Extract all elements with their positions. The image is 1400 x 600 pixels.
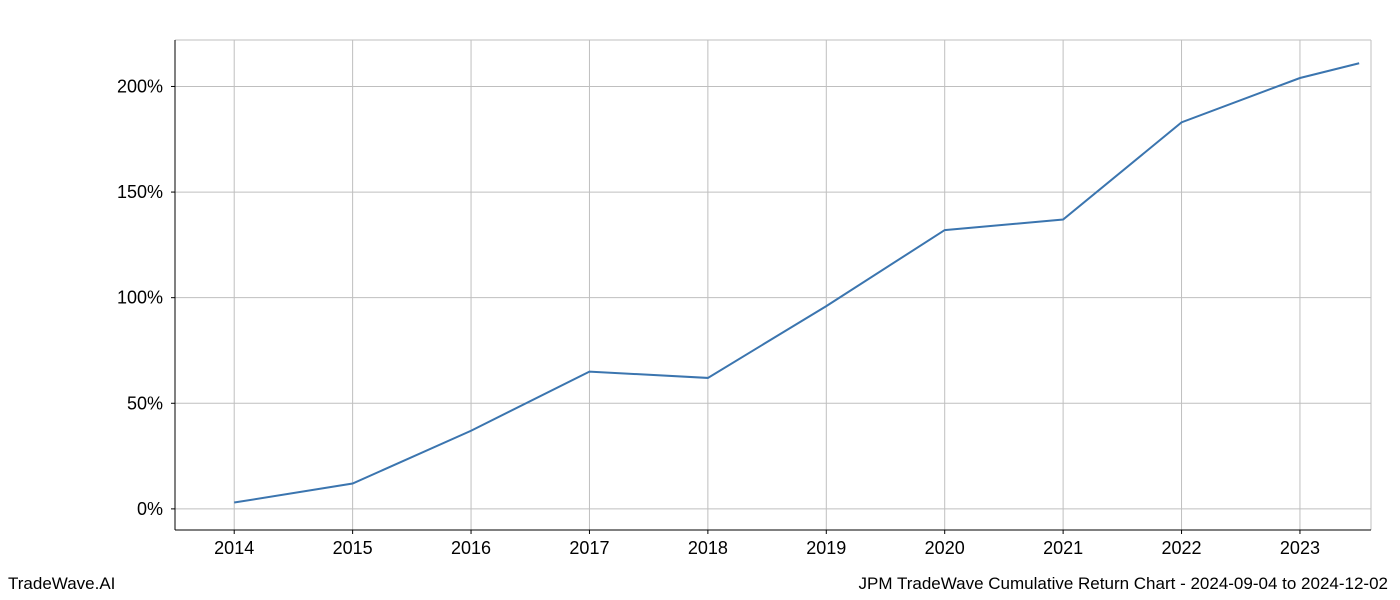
data-line bbox=[234, 63, 1359, 502]
x-tick-label: 2014 bbox=[214, 538, 254, 558]
y-tick-label: 200% bbox=[117, 76, 163, 96]
line-chart: 2014 2015 2016 2017 2018 2019 2020 2021 2022 2023… bbox=[0, 0, 1400, 600]
x-tick-label: 2017 bbox=[569, 538, 609, 558]
y-tick-label: 150% bbox=[117, 182, 163, 202]
footer-right-caption: JPM TradeWave Cumulative Return Chart - … bbox=[859, 574, 1388, 594]
x-tick-label: 2018 bbox=[688, 538, 728, 558]
x-tick-label: 2023 bbox=[1280, 538, 1320, 558]
x-tick-label: 2022 bbox=[1162, 538, 1202, 558]
y-tick-label: 50% bbox=[127, 393, 163, 413]
footer-left-brand: TradeWave.AI bbox=[8, 574, 115, 594]
x-tick-label: 2015 bbox=[333, 538, 373, 558]
y-tick-label: 0% bbox=[137, 499, 163, 519]
x-tick-label: 2016 bbox=[451, 538, 491, 558]
x-tick-label: 2020 bbox=[925, 538, 965, 558]
x-tick-label: 2021 bbox=[1043, 538, 1083, 558]
x-tick-label: 2019 bbox=[806, 538, 846, 558]
y-tick-label: 100% bbox=[117, 288, 163, 308]
chart-container: 2014 2015 2016 2017 2018 2019 2020 2021 2022 2023… bbox=[0, 0, 1400, 600]
